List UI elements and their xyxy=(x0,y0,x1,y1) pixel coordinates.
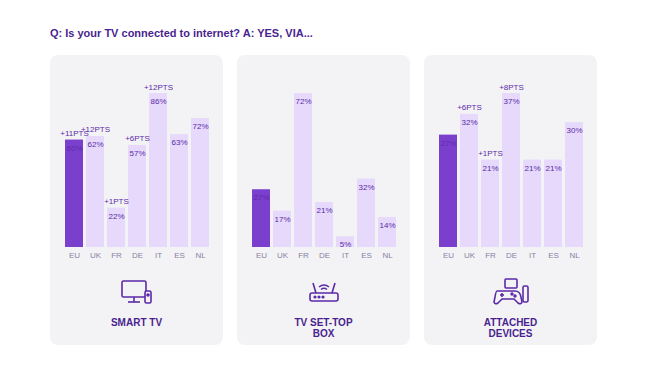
svg-text:NL: NL xyxy=(195,251,206,260)
svg-text:EU: EU xyxy=(256,251,267,260)
svg-text:14%: 14% xyxy=(379,221,395,230)
svg-text:NL: NL xyxy=(382,251,393,260)
svg-text:IT: IT xyxy=(155,251,162,260)
svg-text:IT: IT xyxy=(342,251,349,260)
svg-text:62%: 62% xyxy=(87,140,103,149)
svg-text:FR: FR xyxy=(485,251,496,260)
svg-text:+1PTS: +1PTS xyxy=(104,197,129,206)
svg-text:5%: 5% xyxy=(340,240,352,249)
html-text:TV SET-TOP BOX: TV SET-TOP BOX xyxy=(294,317,353,339)
svg-text:DE: DE xyxy=(132,251,143,260)
svg-text:17%: 17% xyxy=(274,215,290,224)
svg-text:EU: EU xyxy=(443,251,454,260)
svg-text:+12PTS: +12PTS xyxy=(81,125,110,134)
svg-text:60%: 60% xyxy=(66,144,82,153)
svg-text:EU: EU xyxy=(69,251,80,260)
svg-text:ES: ES xyxy=(174,251,185,260)
svg-text:86%: 86% xyxy=(150,97,166,106)
svg-text:FR: FR xyxy=(298,251,309,260)
svg-text:21%: 21% xyxy=(545,164,561,173)
svg-text:UK: UK xyxy=(277,251,289,260)
svg-text:57%: 57% xyxy=(129,149,145,158)
svg-text:22%: 22% xyxy=(108,212,124,221)
svg-text:ES: ES xyxy=(361,251,372,260)
svg-text:DE: DE xyxy=(319,251,330,260)
html-text:SMART TV: SMART TV xyxy=(110,317,162,328)
svg-text:+8PTS: +8PTS xyxy=(499,83,524,92)
svg-text:37%: 37% xyxy=(503,97,519,106)
svg-text:+6PTS: +6PTS xyxy=(457,103,482,112)
svg-text:21%: 21% xyxy=(482,164,498,173)
svg-text:21%: 21% xyxy=(524,164,540,173)
svg-text:27%: 27% xyxy=(440,139,456,148)
svg-text:DE: DE xyxy=(506,251,517,260)
svg-text:FR: FR xyxy=(111,251,122,260)
svg-text:72%: 72% xyxy=(295,97,311,106)
svg-text:21%: 21% xyxy=(316,206,332,215)
svg-text:ES: ES xyxy=(548,251,559,260)
svg-text:+6PTS: +6PTS xyxy=(125,134,150,143)
svg-text:63%: 63% xyxy=(171,138,187,147)
svg-text:NL: NL xyxy=(569,251,580,260)
svg-text:+12PTS: +12PTS xyxy=(144,83,173,92)
svg-text:+1PTS: +1PTS xyxy=(478,149,503,158)
svg-text:27%: 27% xyxy=(253,193,269,202)
svg-text:32%: 32% xyxy=(461,118,477,127)
svg-text:72%: 72% xyxy=(192,122,208,131)
svg-text:UK: UK xyxy=(90,251,102,260)
html-text:ATTACHED DEVICES: ATTACHED DEVICES xyxy=(483,317,538,339)
svg-text:UK: UK xyxy=(464,251,476,260)
html-text:Q: Is your TV connected to int: Q: Is your TV connected to internet? A: … xyxy=(50,27,313,39)
svg-text:IT: IT xyxy=(529,251,536,260)
svg-text:32%: 32% xyxy=(358,183,374,192)
svg-text:+11PTS: +11PTS xyxy=(60,129,89,139)
svg-text:30%: 30% xyxy=(566,126,582,135)
